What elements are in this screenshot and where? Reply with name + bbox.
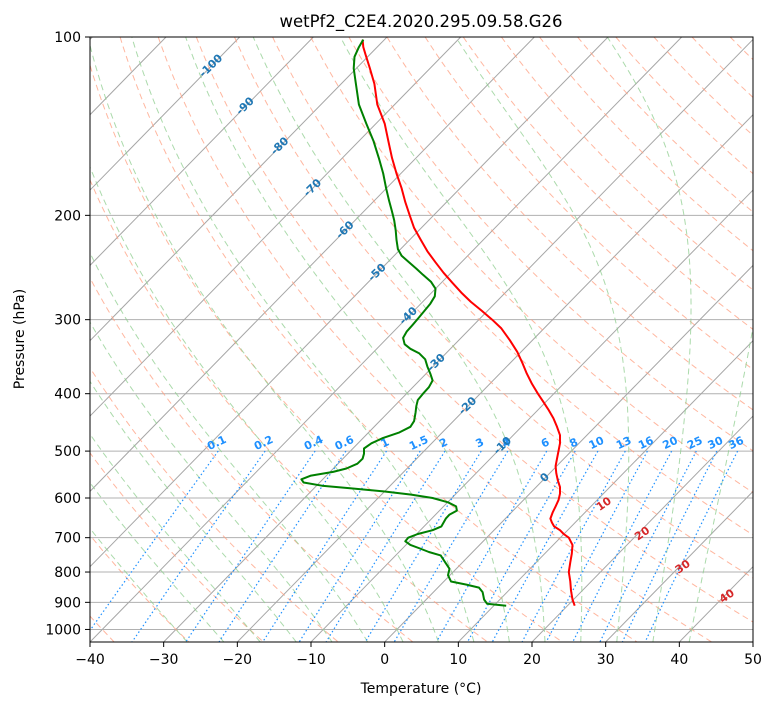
mixing-ratio-label: 16 bbox=[636, 434, 656, 452]
moist-adiabat bbox=[90, 433, 261, 642]
plot-frame bbox=[89, 36, 754, 643]
dry-adiabat bbox=[90, 452, 264, 642]
mixing-ratio-label: 30 bbox=[706, 434, 726, 452]
mixing-ratio-line bbox=[545, 450, 648, 642]
mixing-ratio-line bbox=[131, 450, 266, 642]
x-tick-label: −40 bbox=[75, 652, 105, 668]
dry-adiabat bbox=[90, 534, 190, 642]
isotherm-line bbox=[605, 490, 753, 642]
y-tick-label: 800 bbox=[54, 565, 81, 581]
dry-adiabat bbox=[500, 37, 753, 291]
mixing-ratio-line bbox=[325, 450, 446, 642]
dry-adiabat bbox=[90, 63, 563, 642]
moist-adiabat bbox=[131, 37, 475, 642]
y-tick-label: 700 bbox=[54, 531, 81, 547]
mixing-ratio-label: 25 bbox=[685, 434, 704, 452]
dry-adiabat bbox=[424, 37, 753, 371]
moist-adiabat bbox=[339, 37, 583, 642]
x-tick-label: −30 bbox=[149, 652, 179, 668]
moist-adiabat bbox=[688, 324, 753, 642]
moist-adiabat bbox=[90, 380, 297, 642]
moist-adiabat bbox=[90, 165, 404, 642]
dry-adiabat bbox=[195, 37, 753, 623]
y-tick-label: 1000 bbox=[45, 622, 81, 638]
y-tick-label: 900 bbox=[54, 595, 81, 611]
mixing-ratio-line bbox=[185, 450, 316, 642]
isotherm-line bbox=[90, 37, 462, 417]
isotherm-line bbox=[384, 264, 753, 642]
x-axis-label: Temperature (°C) bbox=[360, 681, 482, 697]
moist-adiabat bbox=[252, 37, 546, 642]
mixing-ratio-label: 36 bbox=[726, 434, 746, 452]
mixing-ratio-label: 10 bbox=[587, 434, 607, 452]
mixing-ratio-line bbox=[435, 450, 548, 642]
x-tick-label: −20 bbox=[223, 652, 253, 668]
dry-adiabat bbox=[90, 178, 488, 642]
moist-adiabat bbox=[606, 37, 692, 642]
x-tick-label: 10 bbox=[449, 652, 467, 668]
isotherm-line bbox=[90, 37, 241, 191]
y-tick-label: 300 bbox=[54, 313, 81, 329]
isotherm-line bbox=[531, 415, 753, 642]
y-axis-label: Pressure (hPa) bbox=[12, 289, 28, 389]
isotherm-line bbox=[163, 38, 753, 642]
x-tick-label: 0 bbox=[380, 652, 389, 668]
y-tick-label: 600 bbox=[54, 491, 81, 507]
x-tick-label: 30 bbox=[597, 652, 615, 668]
mixing-ratio-line bbox=[218, 450, 347, 642]
y-tick-label: 200 bbox=[54, 208, 81, 224]
y-tick-label: 500 bbox=[54, 444, 81, 460]
plot-background bbox=[90, 37, 753, 642]
x-tick-label: 20 bbox=[523, 652, 541, 668]
dry-adiabat bbox=[539, 37, 753, 252]
mixing-ratio-line bbox=[599, 450, 697, 642]
dry-adiabat bbox=[90, 276, 414, 642]
moist-adiabat bbox=[90, 251, 369, 642]
dry-adiabat bbox=[348, 37, 753, 452]
temperature-profile bbox=[361, 39, 576, 607]
isotherm-line bbox=[90, 37, 683, 642]
dry-adiabat bbox=[272, 37, 753, 536]
dry-adiabat bbox=[157, 37, 712, 642]
dry-adiabat bbox=[234, 37, 753, 579]
isotherm-line bbox=[90, 37, 609, 568]
isotherm-line bbox=[90, 37, 314, 267]
dry-adiabat bbox=[615, 37, 753, 175]
mixing-ratio-label: 13 bbox=[614, 434, 633, 452]
moist-adiabat bbox=[185, 37, 510, 642]
dry-adiabat bbox=[386, 37, 753, 411]
dry-adiabat bbox=[768, 37, 775, 642]
isotherm-line bbox=[457, 339, 753, 642]
mixing-ratio-label: 20 bbox=[660, 434, 680, 452]
moist-adiabat bbox=[90, 43, 439, 642]
background-lines bbox=[90, 37, 775, 642]
mixing-ratio-line bbox=[521, 450, 626, 642]
x-tick-label: 40 bbox=[670, 652, 688, 668]
y-tick-label: 100 bbox=[54, 30, 81, 46]
isotherm-line bbox=[90, 37, 535, 493]
mixing-ratio-line bbox=[364, 450, 482, 642]
mixing-ratio-line bbox=[90, 450, 219, 632]
mixing-ratio-line bbox=[644, 450, 739, 642]
x-tick-label: 50 bbox=[744, 652, 762, 668]
isotherm-line bbox=[90, 37, 388, 342]
x-tick-label: −10 bbox=[296, 652, 326, 668]
isotherm-line bbox=[236, 114, 753, 642]
isotherm-line bbox=[310, 189, 753, 642]
x-axis: −40 −30 −20 −10 0 10 20 30 40 50 bbox=[75, 642, 762, 668]
mixing-ratio-line bbox=[466, 450, 576, 642]
chart-title: wetPf2_C2E4.2020.295.09.58.G26 bbox=[279, 12, 562, 32]
moist-adiabat bbox=[90, 321, 333, 642]
mixing-ratio-line bbox=[572, 450, 673, 642]
mixing-ratio-line bbox=[491, 450, 599, 642]
sounding-profiles bbox=[300, 39, 576, 607]
dewpoint-profile bbox=[300, 39, 507, 607]
y-tick-label: 400 bbox=[54, 387, 81, 403]
moist-adiabat bbox=[90, 481, 225, 642]
mixing-ratio-line bbox=[621, 450, 718, 642]
isotherm-line bbox=[752, 641, 753, 642]
y-axis: 100 200 300 400 500 600 700 800 900 1000 bbox=[45, 30, 90, 638]
